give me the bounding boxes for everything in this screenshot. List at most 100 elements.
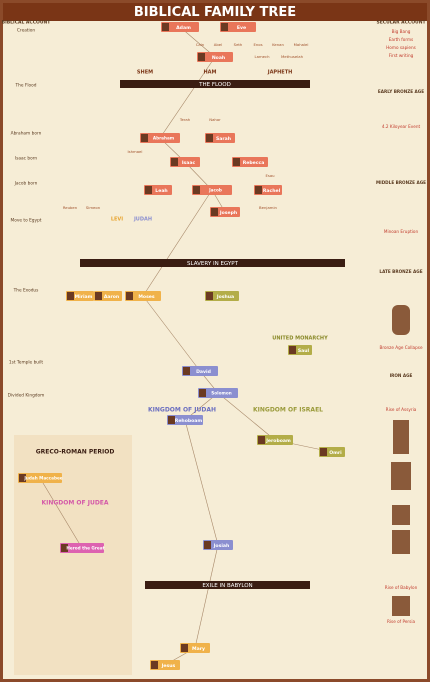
minor-name: Simeon xyxy=(86,205,101,210)
person-box xyxy=(161,22,199,32)
connector xyxy=(217,392,276,441)
person-name: Jesus xyxy=(161,663,176,669)
person-box xyxy=(140,133,180,143)
section-label: KINGDOM OF JUDEA xyxy=(41,500,108,507)
section-label: KINGDOM OF ISRAEL xyxy=(253,407,323,414)
portrait xyxy=(198,53,205,61)
portrait xyxy=(211,208,218,216)
person-name: Moses xyxy=(138,294,155,300)
person-box xyxy=(18,473,62,483)
person-box xyxy=(198,388,238,398)
title: BIBLICAL FAMILY TREE xyxy=(134,5,296,20)
person-name: Solomon xyxy=(211,390,231,395)
portrait xyxy=(162,23,169,31)
timeline-event: Earth forms xyxy=(389,37,414,42)
minor-name: Nahor xyxy=(209,117,221,122)
section-label: JAPHETH xyxy=(267,70,293,76)
timeline-event: Divided Kingdom xyxy=(8,393,45,399)
connector xyxy=(142,189,213,297)
minor-name: Benjamin xyxy=(259,205,277,210)
person-name: Omri xyxy=(329,450,342,456)
person-name: Herod the Great xyxy=(66,545,104,550)
section-label: JUDAH xyxy=(133,217,152,223)
person-box xyxy=(192,185,232,195)
portrait xyxy=(199,389,206,397)
section-label: HAM xyxy=(203,70,216,76)
artifact xyxy=(393,420,409,454)
timeline-event: First writing xyxy=(389,53,414,58)
greco-roman-panel xyxy=(14,435,132,675)
timeline-event: MIDDLE BRONZE AGE xyxy=(376,180,426,185)
portrait xyxy=(183,367,190,375)
person-name: Judah Maccabee xyxy=(23,475,62,480)
minor-name: Mahalel xyxy=(294,42,309,47)
timeline-heading: SECULAR ACCOUNT xyxy=(376,20,426,26)
connector xyxy=(184,419,219,546)
artifact xyxy=(392,530,410,554)
timeline-heading: BIBLICAL ACCOUNT xyxy=(2,20,52,26)
minor-name: Kenan xyxy=(272,42,284,47)
person-name: Rehoboam xyxy=(175,418,203,424)
minor-name: Seth xyxy=(234,42,243,47)
person-box xyxy=(182,366,218,376)
minor-name: Enos xyxy=(253,42,262,47)
portrait xyxy=(204,541,211,549)
banner-label: THE FLOOD xyxy=(198,82,231,88)
timeline-event: The Flood xyxy=(14,83,36,89)
person-name: Isaac xyxy=(182,160,196,166)
person-name: Miriam xyxy=(75,294,93,300)
person-box xyxy=(167,415,203,425)
artifacts xyxy=(391,305,411,616)
person-name: Leah xyxy=(155,188,167,194)
timeline-event: Abraham born xyxy=(11,131,42,137)
person-name: Adam xyxy=(176,25,191,31)
person-box xyxy=(197,52,233,62)
section-label: SHEM xyxy=(137,70,153,76)
timeline-event: Homo sapiens xyxy=(386,45,416,50)
artifact xyxy=(392,505,410,525)
portrait xyxy=(258,436,265,444)
portrait xyxy=(61,544,68,552)
portrait xyxy=(289,346,296,354)
person-name: Noah xyxy=(212,55,225,61)
person-box xyxy=(220,22,256,32)
banner-label: SLAVERY IN EGYPT xyxy=(187,261,239,267)
portrait xyxy=(126,292,133,300)
person-name: Eve xyxy=(237,25,246,31)
portrait xyxy=(141,134,148,142)
person-name: Aaron xyxy=(104,294,119,300)
artifact xyxy=(392,596,410,616)
minor-name: Ishmael xyxy=(128,149,143,154)
person-name: Josiah xyxy=(213,543,230,549)
section-label: UNITED MONARCHY xyxy=(272,336,328,342)
timeline-event: Isaac born xyxy=(15,156,38,162)
person-box xyxy=(125,291,161,301)
person-name: Saul xyxy=(298,348,310,354)
timeline-event: LATE BRONZE AGE xyxy=(379,269,422,274)
person-name: Jacob xyxy=(208,187,222,192)
portrait xyxy=(221,23,228,31)
person-name: Jeroboam xyxy=(265,438,291,444)
person-name: Rachel xyxy=(263,188,281,194)
portrait xyxy=(206,292,213,300)
person-box xyxy=(257,435,293,445)
section-label: GRECO-ROMAN PERIOD xyxy=(36,449,115,456)
timeline-event: 1st Temple built xyxy=(9,360,44,366)
person-name: Joseph xyxy=(219,210,237,216)
artifact xyxy=(392,305,410,335)
person-box xyxy=(60,543,104,553)
timeline-event: Rise of Assyria xyxy=(386,407,417,412)
portrait xyxy=(95,292,102,300)
connector xyxy=(142,295,201,372)
person-name: Joshua xyxy=(216,294,234,300)
title-bar xyxy=(3,3,427,21)
banner xyxy=(145,581,310,589)
connector xyxy=(194,544,219,649)
person-name: Abraham xyxy=(153,135,175,140)
banner xyxy=(80,259,345,267)
banner-label: EXILE IN BABYLON xyxy=(202,583,252,589)
timeline-event: Creation xyxy=(17,28,35,34)
minor-name: Cain xyxy=(196,42,205,47)
timeline-event: Big Bang xyxy=(392,29,411,34)
